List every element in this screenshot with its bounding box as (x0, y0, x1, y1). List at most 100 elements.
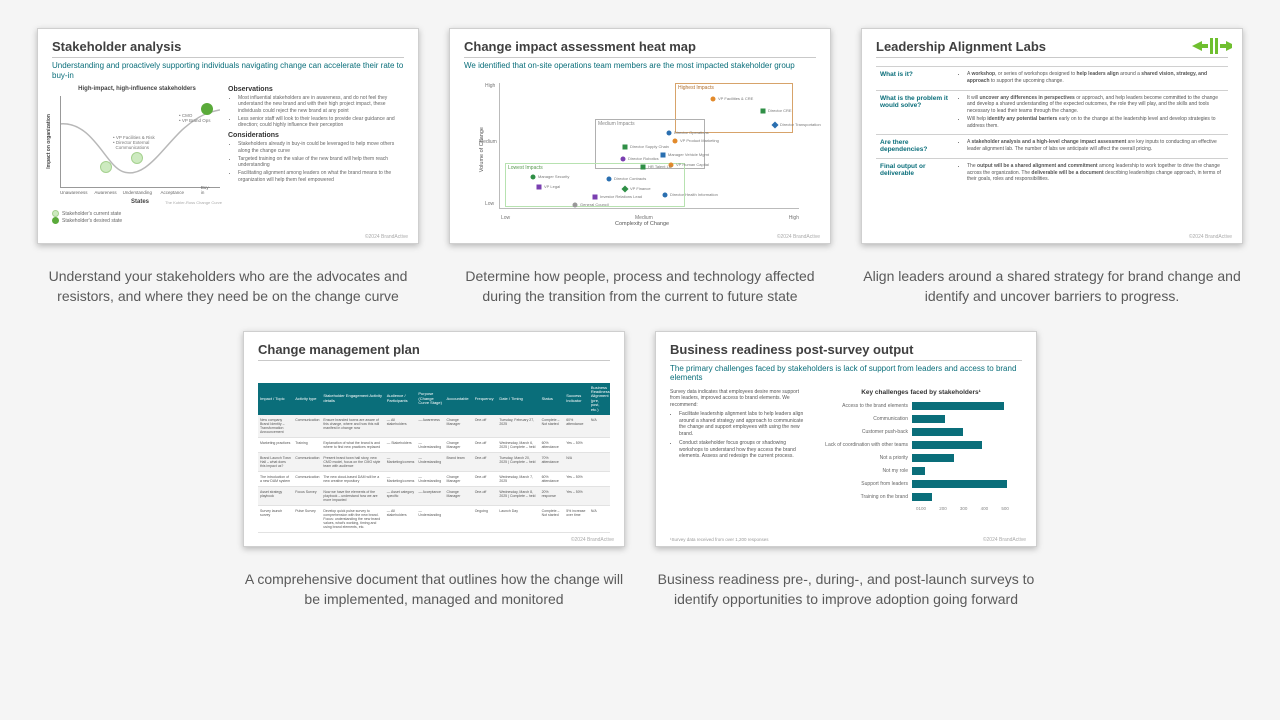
scatter-label: Manager Vehicle Mgmt (668, 152, 709, 157)
bar-row: Lack of coordination with other teams (820, 439, 1022, 452)
scatter-point (711, 96, 716, 101)
plan-cell: One-off (473, 472, 498, 487)
plan-cell (589, 438, 610, 453)
labs-value: It will uncover any differences in persp… (954, 90, 1228, 135)
plan-cell: Yes – 50% (564, 487, 589, 506)
bar-label: Access to the brand elements (820, 403, 912, 409)
plan-cell: New company Brand Identity – Transformat… (258, 415, 293, 438)
plan-cell: Focus Survey (293, 487, 321, 506)
scatter-label: Investor Relations Lead (600, 194, 642, 199)
scatter-point (537, 184, 542, 189)
plan-col-header: Purpose (Change Curve Stage) (416, 383, 444, 415)
labs-key: What is it? (876, 67, 954, 91)
plan-cell: Change Manager (445, 438, 473, 453)
plan-cell: — Asset category specific (385, 487, 417, 506)
scatter-label: Director Transportation (780, 122, 821, 127)
plan-cell: Change Manager (445, 487, 473, 506)
slide-title: Leadership Alignment Labs (876, 39, 1228, 58)
marker-current-2 (131, 152, 143, 164)
scatter-point (621, 156, 626, 161)
plan-cell: Communication (293, 453, 321, 472)
chart-axes: Unawareness Awareness Understanding Acce… (60, 96, 220, 188)
plan-cell: — Understanding (416, 472, 444, 487)
plan-cell: Explanation of what the brand is and whe… (321, 438, 384, 453)
plan-cell: Pulse Survey (293, 506, 321, 533)
scatter-point (593, 194, 598, 199)
caption: Align leaders around a shared strategy f… (861, 266, 1243, 307)
plan-cell: Wednesday, March 7, 2025 (497, 472, 539, 487)
plan-cell: Launch Day (497, 506, 539, 533)
scatter-point (667, 130, 672, 135)
plan-cell: Present brand town hall story, new CMO m… (321, 453, 384, 472)
heatmap-plot: Volume of Change Complexity of Change Lo… (475, 77, 805, 225)
annotation-2: • CMO• VP Brand Ops (179, 114, 215, 124)
plan-cell: Change Manager (445, 472, 473, 487)
labs-value: The output will be a shared alignment an… (954, 158, 1228, 188)
bar-label: Not a priority (820, 455, 912, 461)
labs-table: What is it?A workshop, or series of work… (876, 66, 1228, 188)
bar-label: Lack of coordination with other teams (820, 442, 912, 448)
slide-title: Change management plan (258, 342, 610, 361)
bar-row: Support from leaders (820, 478, 1022, 491)
labs-key: What is the problem it would solve? (876, 90, 954, 135)
plan-col-header: Activity type (293, 383, 321, 415)
bar (912, 480, 1007, 488)
scatter-label: VP Facilities & CRE (718, 96, 753, 101)
card-survey: Business readiness post-survey output Th… (655, 331, 1037, 610)
plan-cell: One-off (473, 487, 498, 506)
scatter-label: HR Talent LD (648, 164, 672, 169)
plan-cell: — Understanding (416, 506, 444, 533)
plan-cell: 60% attendance (564, 415, 589, 438)
survey-bar-chart: Key challenges faced by stakeholders¹ Ac… (820, 389, 1022, 511)
bar (912, 467, 925, 475)
plan-cell: The introduction of a new DAM system (258, 472, 293, 487)
bar (912, 441, 982, 449)
plan-cell: Survey launch survey (258, 506, 293, 533)
bar-row: Communication (820, 413, 1022, 426)
plan-cell: 5% increase over time (564, 506, 589, 533)
plan-cell: Communication (293, 415, 321, 438)
scatter-label: Director Health Information (670, 192, 718, 197)
labs-value: A workshop, or series of workshops desig… (954, 67, 1228, 91)
observations: Observations Most influential stakeholde… (228, 86, 404, 206)
plan-col-header: Impact / Topic (258, 383, 293, 415)
scatter-point (623, 144, 628, 149)
scatter-label: VP Legal (544, 184, 560, 189)
plan-cell: The new cloud-based DAM will be a new cr… (321, 472, 384, 487)
bar-label: Customer push-back (820, 429, 912, 435)
plan-cell: Ongoing (473, 506, 498, 533)
plan-cell: — Marketing/comms (385, 453, 417, 472)
card-labs: Leadership Alignment Labs What is it?A w… (861, 28, 1243, 307)
marker-current-1 (100, 161, 112, 173)
thumb-plan: Change management plan Impact / TopicAct… (243, 331, 625, 547)
plan-cell: Yes – 50% (564, 472, 589, 487)
annotation-1: • VP Facilities & Risk• Director Externa… (113, 136, 157, 151)
scatter-label: General Council (580, 202, 609, 207)
scatter-label: Director Robotics (628, 156, 659, 161)
scatter-point (663, 192, 668, 197)
impact-region: Lowest Impacts (505, 163, 685, 207)
plan-cell (589, 487, 610, 506)
bar-label: Not my role (820, 468, 912, 474)
scatter-point (531, 174, 536, 179)
slide-title: Change impact assessment heat map (464, 39, 816, 58)
plan-cell: — Understanding (416, 438, 444, 453)
plan-col-header: Date / Timing (497, 383, 539, 415)
bar-row: Access to the brand elements (820, 400, 1022, 413)
plan-cell: — Stakeholders (385, 438, 417, 453)
marker-desired (201, 103, 213, 115)
caption: Business readiness pre-, during-, and po… (655, 569, 1037, 610)
plan-cell: — All stakeholders (385, 506, 417, 533)
plan-cell: N/A (589, 506, 610, 533)
plan-cell: Communication (293, 472, 321, 487)
alignment-arrows-icon (1192, 37, 1232, 55)
plan-col-header: Business Readiness Alignment (pre, post,… (589, 383, 610, 415)
plan-cell: One-off (473, 415, 498, 438)
caption: Determine how people, process and techno… (449, 266, 831, 307)
plan-cell: Marketing practices (258, 438, 293, 453)
scatter-label: VP Product Marketing (680, 138, 719, 143)
plan-cell: Wednesday, March 8, 2025 | Complete – he… (497, 487, 539, 506)
caption: A comprehensive document that outlines h… (243, 569, 625, 610)
plan-cell: Ensure branded towns are aware of this c… (321, 415, 384, 438)
plan-cell: Yes – 50% (564, 438, 589, 453)
